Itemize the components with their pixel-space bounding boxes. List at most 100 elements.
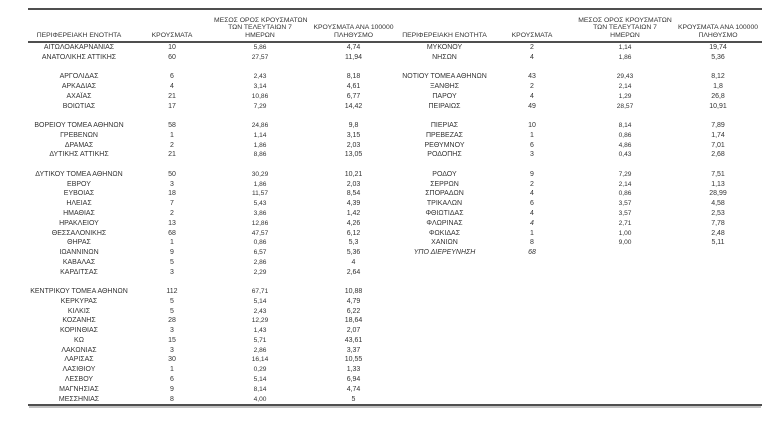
- per100k-cell: [674, 111, 762, 121]
- region-cell: ΣΕΡΡΩΝ: [430, 180, 459, 188]
- avg7-cell: [576, 248, 674, 258]
- region-cell: [401, 307, 488, 317]
- avg7-cell: 6,57: [253, 249, 267, 257]
- table-row: ΒΟΡΕΙΟΥ ΤΟΜΕΑ ΑΘΗΝΩΝ 58 24,86 9,8 ΠΙΕΡΙΑΣ 10 8…: [28, 121, 762, 131]
- header-region-left: ΠΕΡΙΦΕΡΕΙΑΚΗ ΕΝΟΤΗΤΑ: [28, 8, 130, 43]
- region-cell: ΑΝΑΤΟΛΙΚΗΣ ΑΤΤΙΚΗΣ: [41, 53, 117, 61]
- cases-cell: 3: [170, 327, 174, 335]
- region-cell: ΑΙΤΩΛΟΑΚΑΡΝΑΝΙΑΣ: [43, 44, 115, 51]
- avg7-cell: 2,14: [618, 83, 632, 91]
- per100k-cell: [306, 160, 401, 170]
- table-row: ΛΑΣΙΘΙΟΥ 1 0,29 1,33: [28, 365, 762, 375]
- region-cell: [401, 160, 488, 170]
- region-cell: [401, 297, 488, 307]
- region-cell: ΡΕΘΥΜΝΟΥ: [424, 141, 465, 149]
- header-avg7-left-line2: ΤΩΝ ΤΕΛΕΥΤΑΙΩΝ 7: [228, 24, 292, 32]
- region-cell: ΚΑΒΑΛΑΣ: [62, 258, 96, 266]
- cases-cell: 10: [168, 44, 176, 51]
- cases-cell: 9: [170, 385, 174, 393]
- region-cell: ΓΡΕΒΕΝΩΝ: [60, 131, 98, 139]
- cases-cell: 43: [528, 73, 536, 81]
- per100k-cell: [674, 385, 762, 395]
- region-cell: [401, 326, 488, 336]
- cases-cell: [488, 346, 576, 356]
- avg7-cell: [576, 307, 674, 317]
- header-avg7-right-line2: ΤΩΝ ΤΕΛΕΥΤΑΙΩΝ 7: [593, 24, 657, 32]
- region-cell: ΚΑΡΔΙΤΣΑΣ: [60, 268, 98, 276]
- region-cell: ΜΕΣΣΗΝΙΑΣ: [28, 394, 130, 407]
- table-row: ΚΑΒΑΛΑΣ 5 2,86 4: [28, 258, 762, 268]
- table-row: ΗΛΕΙΑΣ 7 5,43 4,39 ΤΡΙΚΑΛΩΝ 6 3,57 4,58: [28, 199, 762, 209]
- avg7-cell: 2,29: [253, 268, 267, 276]
- region-cell: ΑΡΓΟΛΙΔΑΣ: [59, 73, 99, 81]
- region-cell: ΗΡΑΚΛΕΙΟΥ: [59, 219, 99, 227]
- table-row: ΔΥΤΙΚΗΣ ΑΤΤΙΚΗΣ 21 8,86 13,05 ΡΟΔΟΠΗΣ 3 0,43 2,…: [28, 150, 762, 160]
- per100k-cell: [674, 326, 762, 336]
- table-row: [28, 160, 762, 170]
- per100k-cell: 2,68: [711, 151, 725, 159]
- per100k-cell: [674, 277, 762, 287]
- table-row: ΑΝΑΤΟΛΙΚΗΣ ΑΤΤΙΚΗΣ 60 27,57 11,94 ΝΗΣΩΝ 4 1,86…: [28, 53, 762, 63]
- cases-cell: [488, 307, 576, 317]
- cases-cell: [488, 287, 576, 297]
- per100k-cell: 5: [306, 394, 401, 407]
- cases-cell: 68: [528, 249, 536, 257]
- per100k-cell: 1,13: [711, 180, 725, 188]
- region-cell: ΦΩΚΙΔΑΣ: [428, 229, 461, 237]
- per100k-cell: 2,53: [711, 209, 725, 217]
- avg7-cell: 28,57: [616, 102, 634, 110]
- avg7-cell: [576, 394, 674, 407]
- avg7-cell: 1,14: [253, 131, 267, 139]
- region-cell: [28, 277, 130, 287]
- per100k-cell: 4,74: [346, 44, 361, 51]
- avg7-cell: 3,57: [618, 209, 632, 217]
- avg7-cell: [576, 268, 674, 278]
- per100k-cell: 26,8: [711, 92, 725, 100]
- cases-cell: 21: [168, 92, 176, 100]
- cases-cell: 4: [530, 219, 534, 227]
- region-cell: ΣΠΟΡΑΔΩΝ: [425, 190, 464, 198]
- region-cell: [28, 160, 130, 170]
- header-avg7-right-line1: ΜΕΣΟΣ ΟΡΟΣ ΚΡΟΥΣΜΑΤΩΝ: [578, 16, 672, 24]
- table-row: [28, 111, 762, 121]
- table-row: ΑΡΚΑΔΙΑΣ 4 3,14 4,61 ΞΑΝΘΗΣ 2 2,14 1,8: [28, 82, 762, 92]
- cases-cell: 8: [530, 239, 534, 247]
- cases-cell: [488, 336, 576, 346]
- region-cell: ΦΛΩΡΙΝΑΣ: [426, 219, 463, 227]
- cases-cell: 1: [170, 239, 174, 247]
- region-cell: ΠΙΕΡΙΑΣ: [430, 122, 459, 130]
- region-cell: ΚΟΖΑΝΗΣ: [62, 317, 96, 325]
- avg7-cell: 8,14: [253, 385, 267, 393]
- region-cell: [401, 63, 488, 73]
- avg7-cell: [214, 63, 306, 73]
- avg7-cell: [214, 160, 306, 170]
- avg7-cell: 1,14: [618, 44, 632, 51]
- region-cell: ΚΟΡΙΝΘΙΑΣ: [60, 327, 98, 335]
- region-cell: ΒΟΡΕΙΟΥ ΤΟΜΕΑ ΑΘΗΝΩΝ: [34, 122, 124, 130]
- per100k-cell: 6,94: [346, 375, 361, 383]
- avg7-cell: 8,14: [618, 122, 632, 130]
- per100k-cell: 1,8: [713, 83, 723, 91]
- avg7-cell: 0,86: [253, 239, 267, 247]
- per100k-cell: 7,01: [711, 141, 725, 149]
- region-cell: ΜΑΓΝΗΣΙΑΣ: [59, 385, 99, 393]
- avg7-cell: 3,57: [618, 200, 632, 208]
- per100k-cell: 4,79: [346, 297, 361, 305]
- avg7-cell: 7,29: [253, 102, 267, 110]
- region-cell: ΝΟΤΙΟΥ ΤΟΜΕΑ ΑΘΗΝΩΝ: [402, 73, 487, 81]
- cases-cell: [488, 297, 576, 307]
- region-cell: [401, 365, 488, 375]
- region-cell: ΧΑΝΙΩΝ: [431, 239, 458, 247]
- header-row: ΠΕΡΙΦΕΡΕΙΑΚΗ ΕΝΟΤΗΤΑ ΚΡΟΥΣΜΑΤΑ ΜΕΣΟΣ ΟΡΟ…: [28, 8, 762, 43]
- table-row: ΚΕΡΚΥΡΑΣ 5 5,14 4,79: [28, 297, 762, 307]
- per100k-cell: [674, 287, 762, 297]
- cases-cell: 4: [530, 53, 534, 61]
- per100k-cell: [674, 316, 762, 326]
- avg7-cell: 5,14: [253, 297, 267, 305]
- per100k-cell: 5,11: [711, 239, 725, 247]
- avg7-cell: 30,29: [251, 170, 269, 178]
- avg7-cell: [576, 316, 674, 326]
- table-row: ΛΕΣΒΟΥ 6 5,14 6,94: [28, 375, 762, 385]
- per100k-cell: 4,74: [346, 385, 361, 393]
